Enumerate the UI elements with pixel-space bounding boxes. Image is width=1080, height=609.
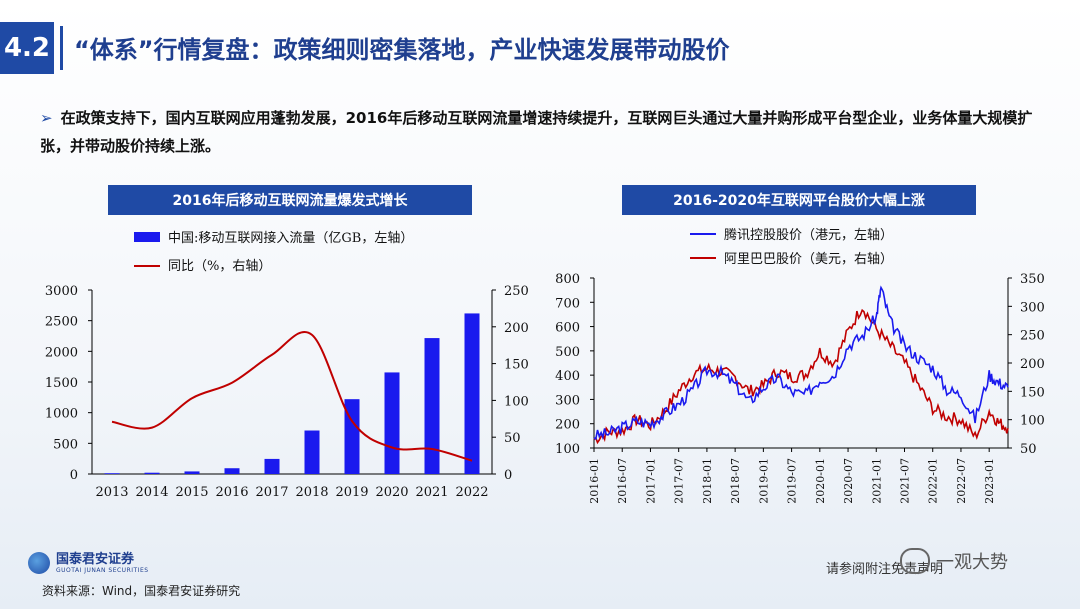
x-tick-label: 2022 [455,485,488,500]
traffic-bar [464,313,480,474]
right-tick-label: 250 [504,284,529,299]
left-tick-label: 3000 [45,284,78,299]
wechat-icon [900,548,930,574]
legend-swatch-traffic [134,232,160,242]
x-tick-label: 2016-01 [588,458,601,504]
legend-label-tencent: 腾讯控股股价（港元，左轴） [724,227,893,243]
x-tick-label: 2020-01 [814,458,827,504]
x-tick-label: 2017-07 [673,458,686,504]
right-tick-label: 50 [504,431,521,446]
right-tick-label: 250 [1020,329,1045,344]
legend-label-yoy: 同比（%，右轴） [168,259,271,274]
logo-globe-icon [28,552,50,574]
summary-bullet: ➢ 在政策支持下，国内互联网应用蓬勃发展，2016年后移动互联网流量增速持续提升，… [40,104,1040,160]
right-tick-label: 100 [504,394,529,409]
left-tick-label: 500 [53,437,78,452]
left-tick-label: 1000 [45,407,78,422]
chart2-title: 2016-2020年互联网平台股价大幅上涨 [622,185,976,215]
stock-price-chart: 腾讯控股股价（港元，左轴） 阿里巴巴股价（美元，右轴） 100 200 300 400 50… [555,227,1045,504]
logo-name-cn: 国泰君安证券 [56,551,135,567]
x-tick-label: 2021-07 [899,458,912,504]
right-tick-label: 200 [504,321,529,336]
x-tick-label: 2018-01 [701,458,714,504]
arrow-bullet-icon: ➢ [40,109,53,127]
x-tick-label: 2023-01 [983,458,996,504]
traffic-bar [104,473,120,474]
traffic-bar [304,430,320,474]
x-tick-label: 2018-07 [729,458,742,504]
slide-header: 4.2 “体系”行情复盘：政策细则密集落地，产业快速发展带动股价 [0,22,1080,74]
x-tick-label: 2015 [175,485,208,500]
x-tick-label: 2020 [375,485,408,500]
chart1-title: 2016年后移动互联网流量爆发式增长 [108,185,472,215]
data-source: 资料来源：Wind，国泰君安证券研究 [42,584,241,598]
x-tick-label: 2013 [95,485,128,500]
header-divider [60,26,63,70]
left-tick-label: 400 [555,369,580,384]
traffic-bar [424,338,440,474]
traffic-bar [344,399,360,474]
legend-label-traffic: 中国:移动互联网接入流量（亿GB，左轴） [168,230,413,246]
left-tick-label: 1500 [45,376,78,391]
x-tick-label: 2016-07 [616,458,629,504]
left-tick-label: 2000 [45,345,78,360]
right-tick-label: 350 [1020,272,1045,287]
left-tick-label: 600 [555,321,580,336]
right-tick-label: 200 [1020,357,1045,372]
company-logo: 国泰君安证券 GUOTAI JUNAN SECURITIES [28,552,149,574]
left-tick-label: 0 [70,468,78,483]
x-tick-label: 2019-01 [757,458,770,504]
x-tick-label: 2021 [415,485,448,500]
x-tick-label: 2017 [255,485,288,500]
x-tick-label: 2020-07 [842,458,855,504]
section-number: 4.2 [0,22,54,74]
slide-title: “体系”行情复盘：政策细则密集落地，产业快速发展带动股价 [74,36,730,64]
legend-label-alibaba: 阿里巴巴股价（美元，右轴） [724,252,893,267]
summary-text: 在政策支持下，国内互联网应用蓬勃发展，2016年后移动互联网流量增速持续提升，互… [40,109,1033,155]
right-tick-label: 150 [1020,385,1045,400]
right-tick-label: 0 [504,468,512,483]
x-tick-label: 2014 [135,485,168,500]
yoy-growth-line [111,331,473,462]
right-tick-label: 50 [1020,442,1037,457]
x-tick-label: 2016 [215,485,248,500]
right-tick-label: 100 [1020,414,1045,429]
x-tick-label: 2021-01 [870,458,883,504]
left-tick-label: 800 [555,272,580,287]
traffic-bar [384,372,400,474]
traffic-bar [144,472,160,474]
x-tick-label: 2017-01 [644,458,657,504]
traffic-bar [264,458,280,474]
left-tick-label: 700 [555,296,580,311]
traffic-bar [184,471,200,474]
traffic-growth-chart: 中国:移动互联网接入流量（亿GB，左轴）同比（%，右轴）050010001500… [45,230,529,500]
left-tick-label: 200 [555,418,580,433]
left-tick-label: 500 [555,345,580,360]
watermark-text: 一观大势 [936,552,1008,573]
x-tick-label: 2022-01 [927,458,940,504]
x-tick-label: 2019 [335,485,368,500]
tencent-price-line [593,285,1009,441]
traffic-bar [224,468,240,474]
left-tick-label: 100 [555,442,580,457]
x-tick-label: 2018 [295,485,328,500]
logo-name-en: GUOTAI JUNAN SECURITIES [56,566,149,574]
right-tick-label: 150 [504,358,529,373]
right-tick-label: 300 [1020,300,1045,315]
x-tick-label: 2019-07 [786,458,799,504]
left-tick-label: 2500 [45,315,78,330]
wechat-watermark: 一观大势 [900,548,1008,574]
left-tick-label: 300 [555,393,580,408]
x-tick-label: 2022-07 [955,458,968,504]
